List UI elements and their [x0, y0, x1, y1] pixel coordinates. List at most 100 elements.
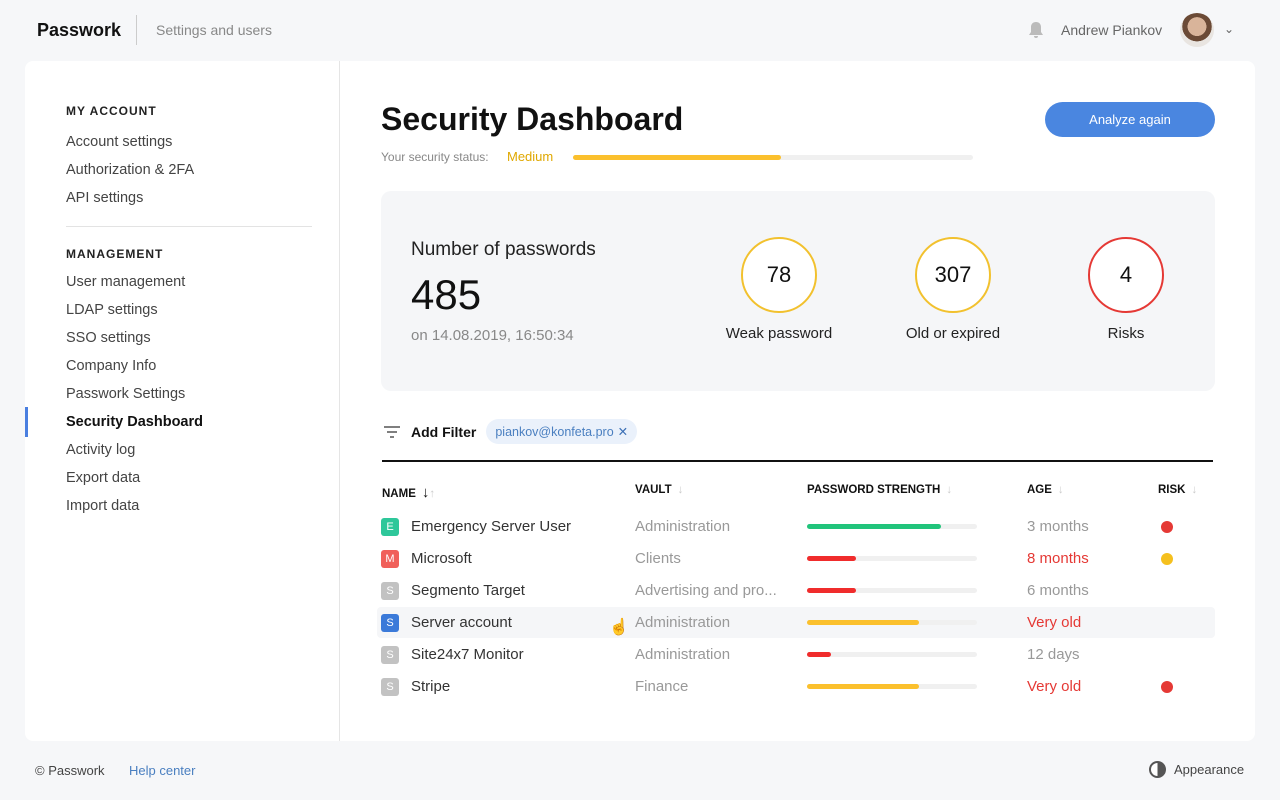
chevron-down-icon[interactable]: ⌄ — [1224, 22, 1235, 36]
item-name[interactable]: Site24x7 Monitor — [411, 646, 524, 663]
sidebar-item-activity-log[interactable]: Activity log — [66, 442, 136, 458]
item-age: 3 months — [1027, 518, 1089, 535]
sort-icon[interactable]: ↓ — [1057, 484, 1064, 496]
sidebar-item-company-info[interactable]: Company Info — [66, 358, 157, 374]
divider — [66, 226, 312, 227]
item-name[interactable]: Server account — [411, 614, 512, 631]
breadcrumb[interactable]: Settings and users — [156, 22, 272, 38]
analysis-date: on 14.08.2019, 16:50:34 — [411, 327, 574, 344]
strength-fill — [807, 684, 920, 689]
item-age: Very old — [1027, 614, 1082, 631]
status-label: Your security status: — [381, 150, 489, 164]
item-badge: E — [381, 518, 399, 536]
item-age: 12 days — [1027, 646, 1080, 663]
item-vault: Administration — [635, 646, 731, 663]
sidebar-item-authorization[interactable]: Authorization & 2FA — [66, 162, 195, 178]
section-my-account: MY ACCOUNT — [66, 104, 157, 118]
strength-bar — [807, 652, 977, 657]
avatar[interactable] — [1180, 13, 1214, 47]
stat-ring: 78 — [741, 237, 817, 313]
item-badge: S — [381, 646, 399, 664]
item-badge: M — [381, 550, 399, 568]
password-count: 485 — [411, 271, 482, 318]
item-name[interactable]: Emergency Server User — [411, 518, 572, 535]
stat-risks[interactable]: 4 Risks — [1046, 237, 1206, 342]
sort-icon[interactable]: ↓ — [677, 484, 684, 496]
filter-chip-label: piankov@konfeta.pro — [495, 425, 614, 439]
close-icon[interactable]: ✕ — [617, 425, 629, 439]
contrast-icon — [1149, 761, 1166, 778]
add-filter-button[interactable]: Add Filter — [411, 423, 477, 440]
security-status-fill — [573, 155, 781, 160]
strength-fill — [807, 620, 920, 625]
analyze-again-button[interactable]: Analyze again — [1045, 102, 1215, 137]
column-strength[interactable]: PASSWORD STRENGTH ↓ — [807, 484, 952, 496]
column-label: VAULT — [635, 484, 672, 496]
filter-chip[interactable]: piankov@konfeta.pro ✕ — [486, 419, 638, 444]
sidebar-item-ldap[interactable]: LDAP settings — [66, 302, 158, 318]
column-risk[interactable]: RISK ↓ — [1158, 484, 1197, 496]
table-row[interactable]: S Server account Administration Very old — [377, 607, 1215, 638]
table-row[interactable]: S Site24x7 Monitor Administration 12 day… — [377, 639, 1215, 670]
sort-down-icon[interactable]: ↓ — [421, 484, 430, 501]
item-name[interactable]: Segmento Target — [411, 582, 525, 599]
column-age[interactable]: AGE ↓ — [1027, 484, 1064, 496]
column-label: AGE — [1027, 484, 1052, 496]
sidebar-item-account-settings[interactable]: Account settings — [66, 134, 173, 150]
item-name[interactable]: Microsoft — [411, 550, 472, 567]
column-label: RISK — [1158, 484, 1186, 496]
table-row[interactable]: M Microsoft Clients 8 months — [377, 543, 1215, 574]
item-vault: Administration — [635, 518, 731, 535]
sort-up-icon[interactable]: ↑ — [429, 488, 436, 500]
strength-bar — [807, 524, 977, 529]
sidebar-item-import[interactable]: Import data — [66, 498, 140, 514]
appearance-button[interactable]: Appearance — [1149, 761, 1244, 778]
top-bar: Passwork Settings and users Andrew Piank… — [0, 0, 1280, 60]
sidebar-item-security-dashboard[interactable]: Security Dashboard — [66, 414, 203, 430]
table-divider — [382, 460, 1213, 462]
strength-bar — [807, 588, 977, 593]
risk-dot — [1161, 681, 1173, 693]
stat-label: Old or expired — [905, 325, 1001, 342]
strength-fill — [807, 588, 857, 593]
risk-dot — [1161, 521, 1173, 533]
stat-label: Weak password — [725, 325, 833, 342]
sidebar-item-passwork-settings[interactable]: Passwork Settings — [66, 386, 186, 402]
item-vault: Advertising and pro... — [635, 582, 777, 599]
sidebar-item-api-settings[interactable]: API settings — [66, 190, 144, 206]
table-row[interactable]: S Stripe Finance Very old — [377, 671, 1215, 702]
hand-cursor-icon: ☝ — [609, 619, 629, 636]
item-vault: Finance — [635, 678, 689, 695]
sidebar-item-export[interactable]: Export data — [66, 470, 141, 486]
table-row[interactable]: S Segmento Target Advertising and pro...… — [377, 575, 1215, 606]
item-name[interactable]: Stripe — [411, 678, 451, 695]
stat-ring: 307 — [915, 237, 991, 313]
bell-icon[interactable] — [1028, 21, 1044, 39]
table-row[interactable]: E Emergency Server User Administration 3… — [377, 511, 1215, 542]
item-vault: Clients — [635, 550, 681, 567]
strength-bar — [807, 556, 977, 561]
filter-icon[interactable] — [383, 425, 401, 439]
logo[interactable]: Passwork — [37, 20, 122, 40]
strength-fill — [807, 652, 831, 657]
status-value: Medium — [507, 149, 554, 164]
column-name[interactable]: NAME ↓↑ — [382, 484, 435, 501]
content-card: MY ACCOUNT Account settings Authorizatio… — [25, 61, 1255, 741]
stat-old[interactable]: 307 Old or expired — [873, 237, 1033, 342]
strength-bar — [807, 620, 977, 625]
user-name[interactable]: Andrew Piankov — [1061, 22, 1163, 38]
risk-dot — [1161, 553, 1173, 565]
sidebar-item-user-management[interactable]: User management — [66, 274, 186, 290]
sidebar-item-sso[interactable]: SSO settings — [66, 330, 151, 346]
item-age: Very old — [1027, 678, 1082, 695]
help-center-link[interactable]: Help center — [129, 763, 196, 778]
column-vault[interactable]: VAULT ↓ — [635, 484, 683, 496]
strength-fill — [807, 524, 942, 529]
stat-weak[interactable]: 78 Weak password — [699, 237, 859, 342]
item-badge: S — [381, 614, 399, 632]
item-age: 6 months — [1027, 582, 1089, 599]
sort-icon[interactable]: ↓ — [946, 484, 953, 496]
sort-icon[interactable]: ↓ — [1191, 484, 1198, 496]
section-management: MANAGEMENT — [66, 247, 164, 261]
divider — [136, 15, 137, 45]
